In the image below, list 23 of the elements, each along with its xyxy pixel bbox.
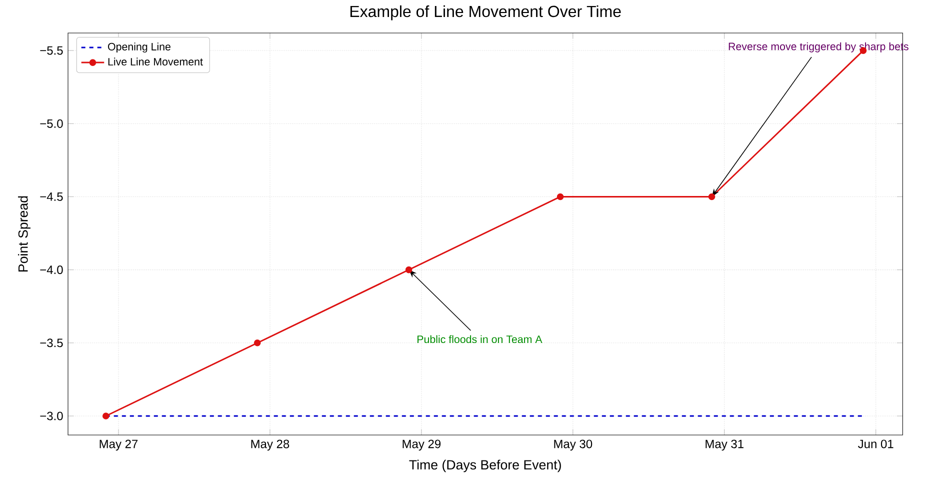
chart-title: Example of Line Movement Over Time: [350, 5, 621, 20]
x-tick-label: May 31: [706, 440, 744, 451]
legend-label: Live Line Movement: [108, 58, 203, 66]
y-tick-label: −3.5: [40, 338, 63, 348]
x-tick-label: May 29: [402, 440, 441, 451]
y-tick-label: −3.0: [40, 412, 63, 420]
y-axis-title: Point Spread: [18, 196, 30, 272]
point: [254, 339, 261, 346]
point: [708, 193, 716, 200]
x-axis-title: Time (Days Before Event): [409, 460, 561, 472]
x-tick-label: May 30: [554, 440, 592, 451]
y-tick-label: −5.5: [40, 46, 63, 55]
point: [405, 266, 412, 274]
annotation: Public floods in on Team A: [418, 335, 542, 344]
x-tick-label: Jun 01: [858, 440, 894, 448]
legend-label: Opening Line: [108, 42, 170, 53]
point: [556, 193, 564, 200]
y-tick-label: −4.0: [40, 266, 63, 274]
point: [102, 412, 110, 420]
y-tick-label: −4.5: [40, 192, 63, 201]
x-tick-label: May 28: [251, 440, 290, 451]
y-tick-label: −5.0: [40, 119, 63, 128]
x-tick-label: May 27: [100, 440, 138, 451]
